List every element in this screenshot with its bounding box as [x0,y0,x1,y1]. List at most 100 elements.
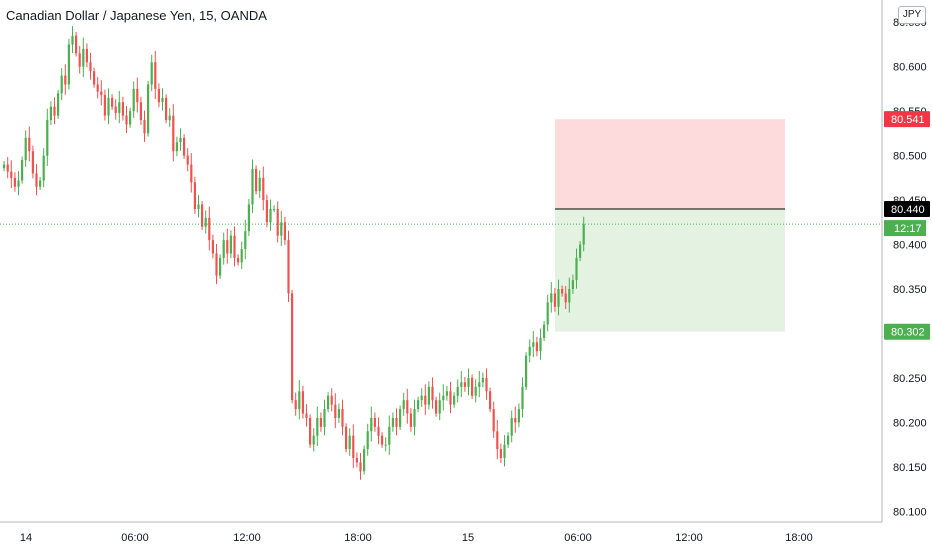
candle[interactable] [402,392,405,416]
candle[interactable] [424,384,427,415]
candle[interactable] [265,194,268,228]
candle[interactable] [355,452,358,468]
currency-button[interactable]: JPY [898,6,926,24]
candle[interactable] [370,406,373,442]
candle[interactable] [510,410,513,443]
candle[interactable] [507,432,510,448]
candle[interactable] [136,77,139,113]
candle[interactable] [399,405,402,431]
candle[interactable] [280,210,283,246]
candle[interactable] [420,388,423,407]
candle[interactable] [197,195,200,218]
candle[interactable] [575,248,578,289]
candle[interactable] [247,199,250,237]
candle[interactable] [21,156,24,184]
candle[interactable] [550,282,553,313]
candle[interactable] [435,396,438,417]
candle[interactable] [273,205,276,213]
candle[interactable] [175,136,178,157]
candle[interactable] [75,32,78,57]
candle[interactable] [31,145,34,179]
candle[interactable] [118,90,121,124]
candle[interactable] [93,67,96,88]
candle[interactable] [298,379,301,420]
candle[interactable] [258,170,261,198]
candle[interactable] [193,176,196,214]
candle[interactable] [283,216,286,246]
candle[interactable] [521,377,524,418]
candle[interactable] [183,134,186,159]
candle[interactable] [463,376,466,392]
candle[interactable] [442,384,445,411]
candle[interactable] [492,401,495,439]
candle[interactable] [388,415,391,455]
candle[interactable] [215,244,218,285]
candle[interactable] [165,94,168,124]
stop-loss-zone[interactable] [555,119,785,209]
candle[interactable] [460,371,463,398]
candle[interactable] [179,128,182,151]
candle[interactable] [535,336,538,357]
candle[interactable] [150,54,153,92]
candle[interactable] [445,385,448,401]
candle[interactable] [57,89,60,119]
candle[interactable] [287,230,290,302]
candle[interactable] [161,88,164,111]
candle[interactable] [319,412,322,432]
candle[interactable] [478,371,481,398]
candle[interactable] [496,419,499,460]
candle[interactable] [453,392,456,408]
candle[interactable] [417,396,420,413]
candle[interactable] [345,423,348,453]
candle[interactable] [121,96,124,121]
candle[interactable] [154,50,157,100]
candle[interactable] [427,381,430,410]
candle[interactable] [561,285,564,297]
candle[interactable] [377,417,380,445]
candle[interactable] [525,352,528,391]
candle[interactable] [341,399,344,436]
candle[interactable] [6,157,9,179]
candle[interactable] [85,43,88,68]
candle[interactable] [323,399,326,436]
candle[interactable] [568,277,571,313]
candle[interactable] [60,68,63,101]
candle[interactable] [157,83,160,108]
candle[interactable] [49,101,52,126]
candle[interactable] [3,160,6,172]
candle[interactable] [186,148,189,172]
candle[interactable] [24,130,27,167]
candle[interactable] [366,423,369,456]
candle[interactable] [553,287,556,312]
candle[interactable] [42,148,45,188]
candle[interactable] [449,381,452,414]
candle[interactable] [39,176,42,190]
candle[interactable] [334,393,337,429]
candle[interactable] [352,424,355,469]
candle[interactable] [269,199,272,231]
candle[interactable] [363,445,366,475]
candle[interactable] [211,234,214,259]
candle[interactable] [431,377,434,409]
candle[interactable] [294,392,297,416]
candle[interactable] [564,285,567,310]
candle[interactable] [517,403,520,428]
candle[interactable] [132,81,135,118]
candle[interactable] [471,374,474,399]
candle[interactable] [147,80,150,137]
candle[interactable] [474,379,477,403]
candle[interactable] [100,80,103,106]
candle[interactable] [330,388,333,412]
candle[interactable] [514,406,517,433]
candle[interactable] [312,428,315,452]
candle[interactable] [276,201,279,243]
candle[interactable] [28,126,31,162]
candle[interactable] [467,368,470,396]
candle[interactable] [395,408,398,436]
candle[interactable] [114,99,117,120]
candle[interactable] [190,153,193,193]
candle[interactable] [208,206,211,251]
candle[interactable] [125,106,128,133]
candle[interactable] [582,216,585,252]
